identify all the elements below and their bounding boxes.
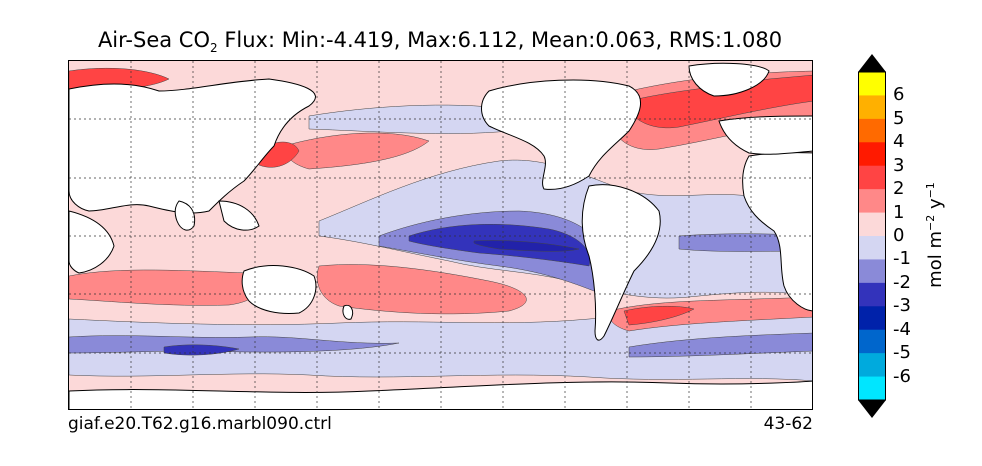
years-label: 43-62 xyxy=(763,414,813,434)
flux-map-svg xyxy=(69,61,812,409)
colorbar-frame xyxy=(858,71,886,401)
colorbar-tick-label: 0 xyxy=(893,225,905,246)
colorbar-tick-label: 6 xyxy=(893,84,905,106)
southern-hemisphere-positive-band xyxy=(69,269,260,306)
colorbar-tick-label: -3 xyxy=(893,295,911,317)
colorbar-segment xyxy=(858,306,886,331)
southern-ocean-streak xyxy=(69,335,400,354)
south-atlantic-strong-band xyxy=(623,305,695,326)
colorbar-tick-label: 3 xyxy=(893,154,905,176)
europe-west xyxy=(718,115,812,155)
africa-west-landmass xyxy=(742,152,812,312)
colorbar-segment xyxy=(858,189,886,214)
continents xyxy=(69,62,812,409)
north-pacific-positive-band xyxy=(283,132,430,170)
southeast-asia xyxy=(218,200,260,231)
colorbar-units-label: mol m−2 y−1 xyxy=(924,182,946,288)
colorbar-tick-label: 2 xyxy=(893,178,905,200)
new-zealand xyxy=(342,304,354,320)
colorbar-tick-label: -6 xyxy=(893,365,911,387)
colorbar-min-extend xyxy=(858,400,886,418)
colorbar-segment xyxy=(858,236,886,260)
plot-title: Air-Sea CO2 Flux: Min:-4.419, Max:6.112,… xyxy=(97,28,783,56)
southern-ocean-streak xyxy=(628,332,812,358)
colorbar-segment xyxy=(858,329,886,354)
graticule xyxy=(69,61,812,409)
pacific-strongest-core xyxy=(473,240,580,252)
colorbar-tick-label: -5 xyxy=(893,342,911,364)
colorbar-tick-label: 4 xyxy=(893,131,905,153)
south-atlantic-positive-band xyxy=(608,296,812,332)
south-pacific-positive-band xyxy=(316,264,527,315)
colorbar-max-extend xyxy=(858,54,886,72)
north-atlantic-strong-band xyxy=(628,74,812,129)
colorbar-segment xyxy=(858,376,886,401)
colorbar-segment xyxy=(858,282,886,307)
southern-ocean-streak xyxy=(163,344,240,356)
colorbar-tick-label: -2 xyxy=(893,271,911,293)
colorbar-segment xyxy=(858,353,886,378)
colorbar-tick-label: 5 xyxy=(893,107,905,129)
south-america xyxy=(581,184,661,341)
world-map xyxy=(68,60,813,410)
colorbar-tick-label: 1 xyxy=(893,201,905,223)
colorbar-segment xyxy=(858,142,886,167)
indian-subcontinent xyxy=(174,200,196,231)
colorbar xyxy=(858,54,886,418)
case-name-label: giaf.e20.T62.g16.marbl090.ctrl xyxy=(68,414,332,434)
colorbar-segment xyxy=(858,72,886,96)
eurasia-landmass xyxy=(69,78,316,214)
greenland xyxy=(688,62,770,97)
colorbar-segment xyxy=(858,165,886,190)
africa-east-landmass xyxy=(69,210,115,274)
australia xyxy=(241,265,317,314)
colorbar-segment xyxy=(858,95,886,120)
colorbar-segment xyxy=(858,118,886,143)
north-america xyxy=(481,79,641,190)
colorbar-segment xyxy=(858,259,886,284)
colorbar-tick-label: -4 xyxy=(893,318,911,340)
colorbar-segment xyxy=(858,212,886,237)
colorbar-tick-label: -1 xyxy=(893,248,911,270)
